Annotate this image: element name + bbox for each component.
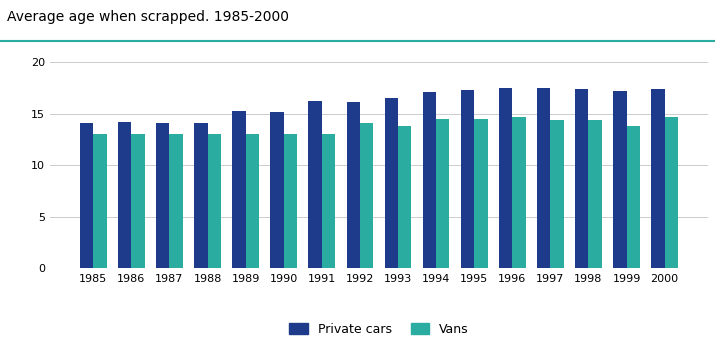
Bar [436,119,450,268]
Bar [575,89,588,268]
Bar [537,88,551,268]
Bar [246,134,259,268]
Bar [385,98,398,268]
Bar [284,134,297,268]
Bar [474,119,488,268]
Bar [118,122,132,268]
Bar [613,91,626,268]
Bar [270,112,284,268]
Bar [588,120,602,268]
Bar [360,123,373,268]
Bar [156,123,169,268]
Bar [194,123,207,268]
Bar [232,111,246,268]
Bar [626,126,640,268]
Legend: Private cars, Vans: Private cars, Vans [284,318,474,341]
Bar [93,134,107,268]
Bar [169,134,183,268]
Bar [347,102,360,268]
Bar [551,120,563,268]
Bar [132,134,144,268]
Text: Average age when scrapped. 1985-2000: Average age when scrapped. 1985-2000 [7,10,289,24]
Bar [423,92,436,268]
Bar [512,117,526,268]
Bar [322,134,335,268]
Bar [207,134,221,268]
Bar [308,101,322,268]
Bar [398,126,411,268]
Bar [499,88,512,268]
Bar [665,117,678,268]
Bar [461,90,474,268]
Bar [80,123,93,268]
Bar [651,89,665,268]
